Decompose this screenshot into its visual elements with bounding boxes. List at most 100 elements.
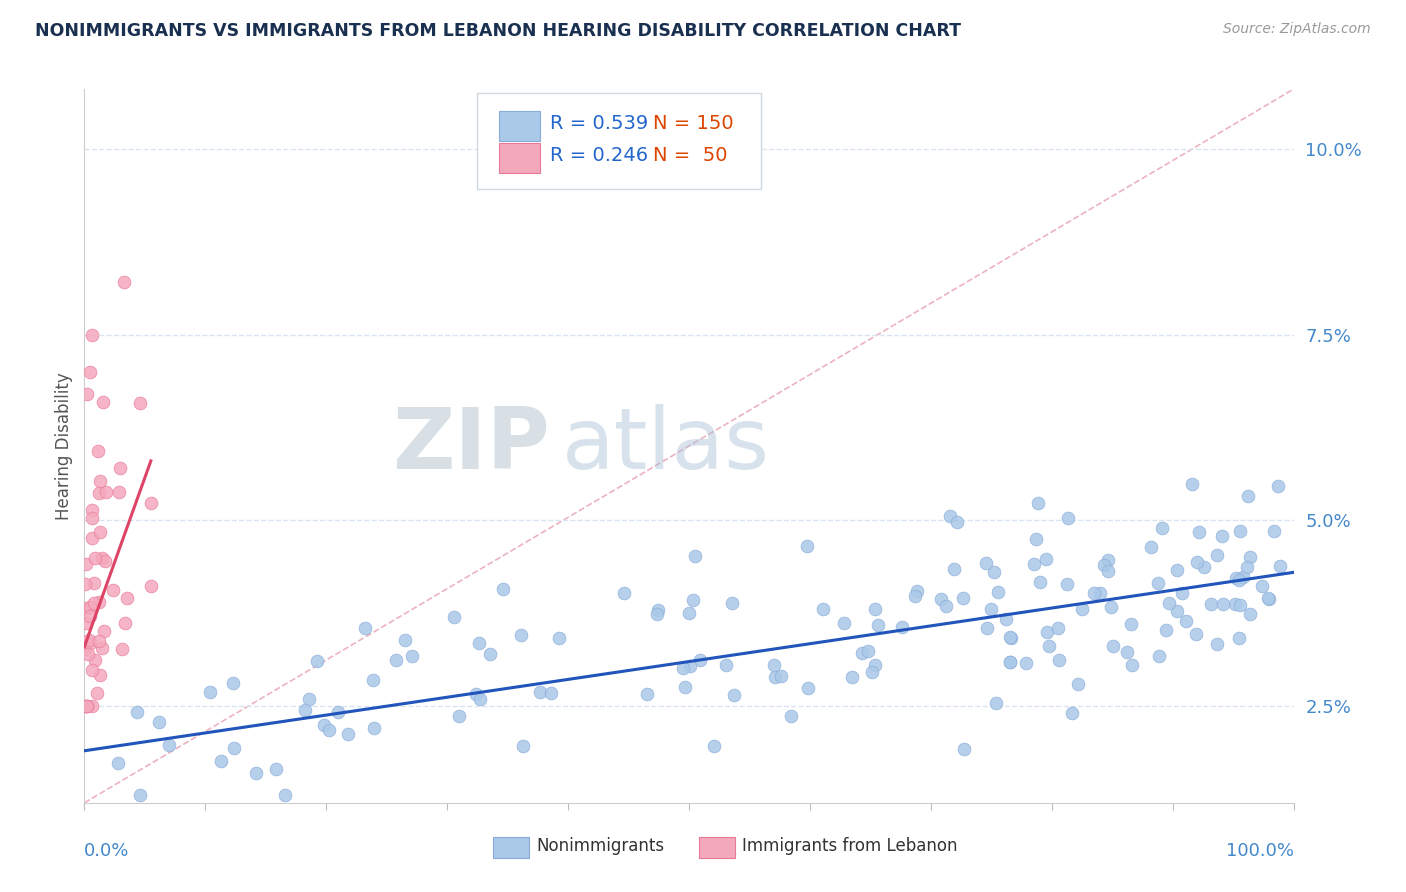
Point — [1268, 559, 1291, 574]
Point — [443, 609, 465, 624]
Text: N = 150: N = 150 — [652, 114, 734, 133]
Point — [763, 657, 786, 672]
Point — [1239, 607, 1261, 622]
Point — [79, 632, 101, 647]
Text: atlas: atlas — [562, 404, 770, 488]
Point — [856, 644, 879, 658]
Point — [1102, 640, 1125, 654]
Point — [974, 557, 997, 571]
Point — [1229, 598, 1251, 612]
Point — [1047, 653, 1070, 667]
Point — [860, 665, 883, 680]
Text: 0.0%: 0.0% — [84, 842, 129, 860]
Point — [159, 739, 181, 753]
Point — [779, 709, 801, 723]
Point — [108, 461, 131, 475]
Point — [129, 396, 152, 410]
Text: R = 0.246: R = 0.246 — [550, 146, 648, 165]
FancyBboxPatch shape — [499, 143, 540, 173]
Point — [1257, 591, 1279, 605]
FancyBboxPatch shape — [478, 93, 762, 189]
Point — [929, 591, 952, 606]
Point — [363, 721, 385, 735]
Point — [721, 595, 744, 609]
Point — [394, 632, 416, 647]
Point — [107, 756, 129, 771]
Point — [1201, 597, 1223, 611]
Point — [1236, 560, 1258, 574]
Point — [1149, 648, 1171, 663]
Point — [83, 653, 105, 667]
Point — [76, 699, 98, 714]
Point — [82, 531, 104, 545]
Point — [94, 554, 117, 568]
Point — [129, 789, 152, 803]
Point — [672, 661, 695, 675]
Point — [76, 601, 98, 615]
Point — [683, 549, 706, 563]
Text: Immigrants from Lebanon: Immigrants from Lebanon — [742, 837, 957, 855]
Point — [87, 634, 110, 648]
Point — [1156, 623, 1178, 637]
Point — [1057, 511, 1080, 525]
Point — [1171, 586, 1194, 600]
Point — [904, 589, 927, 603]
Point — [682, 593, 704, 607]
Text: ZIP: ZIP — [392, 404, 550, 488]
Point — [273, 789, 295, 803]
Point — [1038, 639, 1060, 653]
Point — [1206, 637, 1229, 651]
Point — [447, 709, 470, 723]
Point — [89, 668, 111, 682]
Point — [946, 515, 969, 529]
Point — [1212, 597, 1234, 611]
Point — [464, 687, 486, 701]
Point — [510, 628, 533, 642]
Point — [703, 739, 725, 753]
Point — [1267, 479, 1289, 493]
Point — [512, 739, 534, 753]
Point — [1056, 577, 1078, 591]
Point — [1257, 592, 1279, 607]
Point — [83, 596, 105, 610]
Point — [79, 636, 101, 650]
Point — [797, 681, 820, 695]
Point — [77, 647, 100, 661]
Point — [851, 646, 873, 660]
FancyBboxPatch shape — [499, 111, 540, 141]
Point — [112, 276, 135, 290]
Point — [636, 687, 658, 701]
Point — [953, 741, 976, 756]
Point — [770, 669, 793, 683]
Point — [337, 727, 360, 741]
Point — [943, 562, 966, 576]
Point — [1116, 644, 1139, 658]
Point — [1250, 579, 1272, 593]
Point — [647, 603, 669, 617]
Point — [139, 578, 162, 592]
Point — [1227, 573, 1250, 587]
Point — [613, 586, 636, 600]
Point — [935, 599, 957, 613]
Point — [980, 602, 1002, 616]
Point — [1185, 555, 1208, 569]
Point — [83, 576, 105, 591]
Point — [87, 485, 110, 500]
Point — [76, 699, 98, 714]
Point — [984, 696, 1007, 710]
FancyBboxPatch shape — [699, 837, 735, 858]
Point — [91, 394, 114, 409]
Point — [678, 606, 700, 620]
Point — [1097, 565, 1119, 579]
Point — [1236, 489, 1258, 503]
Point — [763, 670, 786, 684]
Point — [1067, 676, 1090, 690]
Point — [1047, 621, 1070, 635]
Point — [75, 699, 97, 714]
Point — [1000, 632, 1022, 646]
Point — [796, 539, 818, 553]
Point — [1263, 524, 1285, 539]
Point — [863, 658, 886, 673]
Point — [467, 636, 489, 650]
Point — [1000, 655, 1022, 669]
